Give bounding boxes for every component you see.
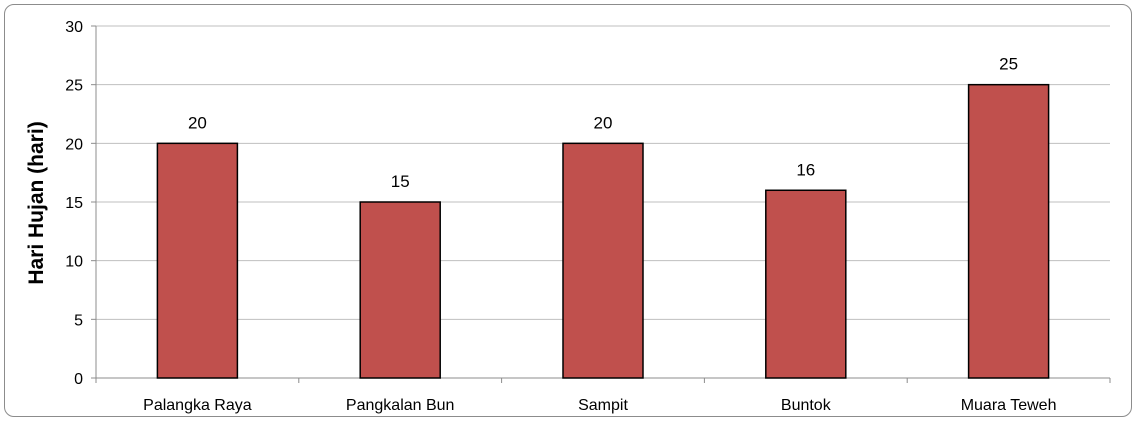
data-label-muara-teweh: 25 (999, 55, 1018, 74)
data-label-sampit: 20 (594, 113, 613, 132)
y-tick-label-30: 30 (65, 19, 83, 36)
bar-palangka-raya (156, 142, 239, 379)
data-label-pangkalan-bun: 15 (391, 172, 410, 191)
y-tick-label-10: 10 (65, 254, 83, 271)
x-tick-label-buntok: Buntok (781, 397, 832, 414)
y-tick-label-15: 15 (65, 195, 83, 212)
bar-sampit (562, 142, 644, 379)
y-tick-label-0: 0 (74, 371, 83, 388)
data-labels: 20 15 20 16 25 (188, 55, 1018, 191)
bars (156, 83, 1050, 379)
y-tick-label-5: 5 (74, 312, 83, 329)
x-tick-label-muara-teweh: Muara Teweh (961, 397, 1057, 414)
x-tick-label-pangkalan-bun: Pangkalan Bun (346, 397, 455, 414)
bar-buntok (765, 189, 847, 379)
gridlines (96, 25, 1110, 320)
y-tick-label-25: 25 (65, 78, 83, 95)
tick-labels: 0 5 10 15 20 25 30 Palangka Raya Pangkalan Bun Sa… (65, 19, 1056, 414)
data-label-buntok: 16 (796, 160, 815, 179)
y-tick-label-20: 20 (65, 136, 83, 153)
bar-pangkalan-bun (359, 201, 441, 379)
x-tick-label-sampit: Sampit (578, 397, 628, 414)
x-tick-label-palangka-raya: Palangka Raya (143, 397, 252, 414)
bar-muara-teweh (967, 83, 1050, 379)
y-axis-title: Hari Hujan (hari) (25, 121, 48, 284)
data-label-palangka-raya: 20 (188, 113, 207, 132)
